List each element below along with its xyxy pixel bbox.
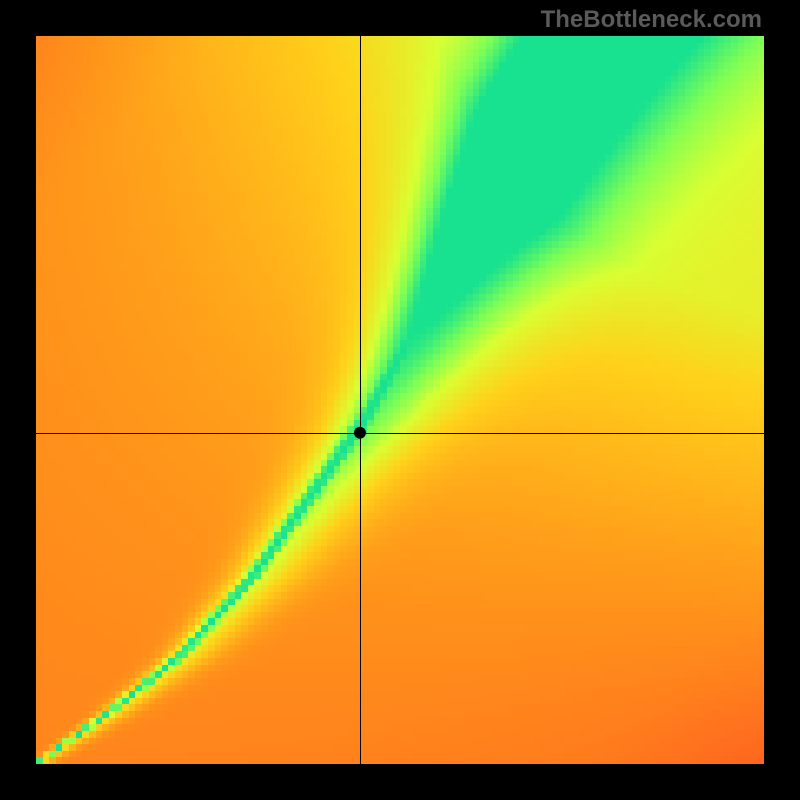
- watermark-text: TheBottleneck.com: [541, 6, 762, 34]
- bottleneck-heatmap: [0, 0, 800, 800]
